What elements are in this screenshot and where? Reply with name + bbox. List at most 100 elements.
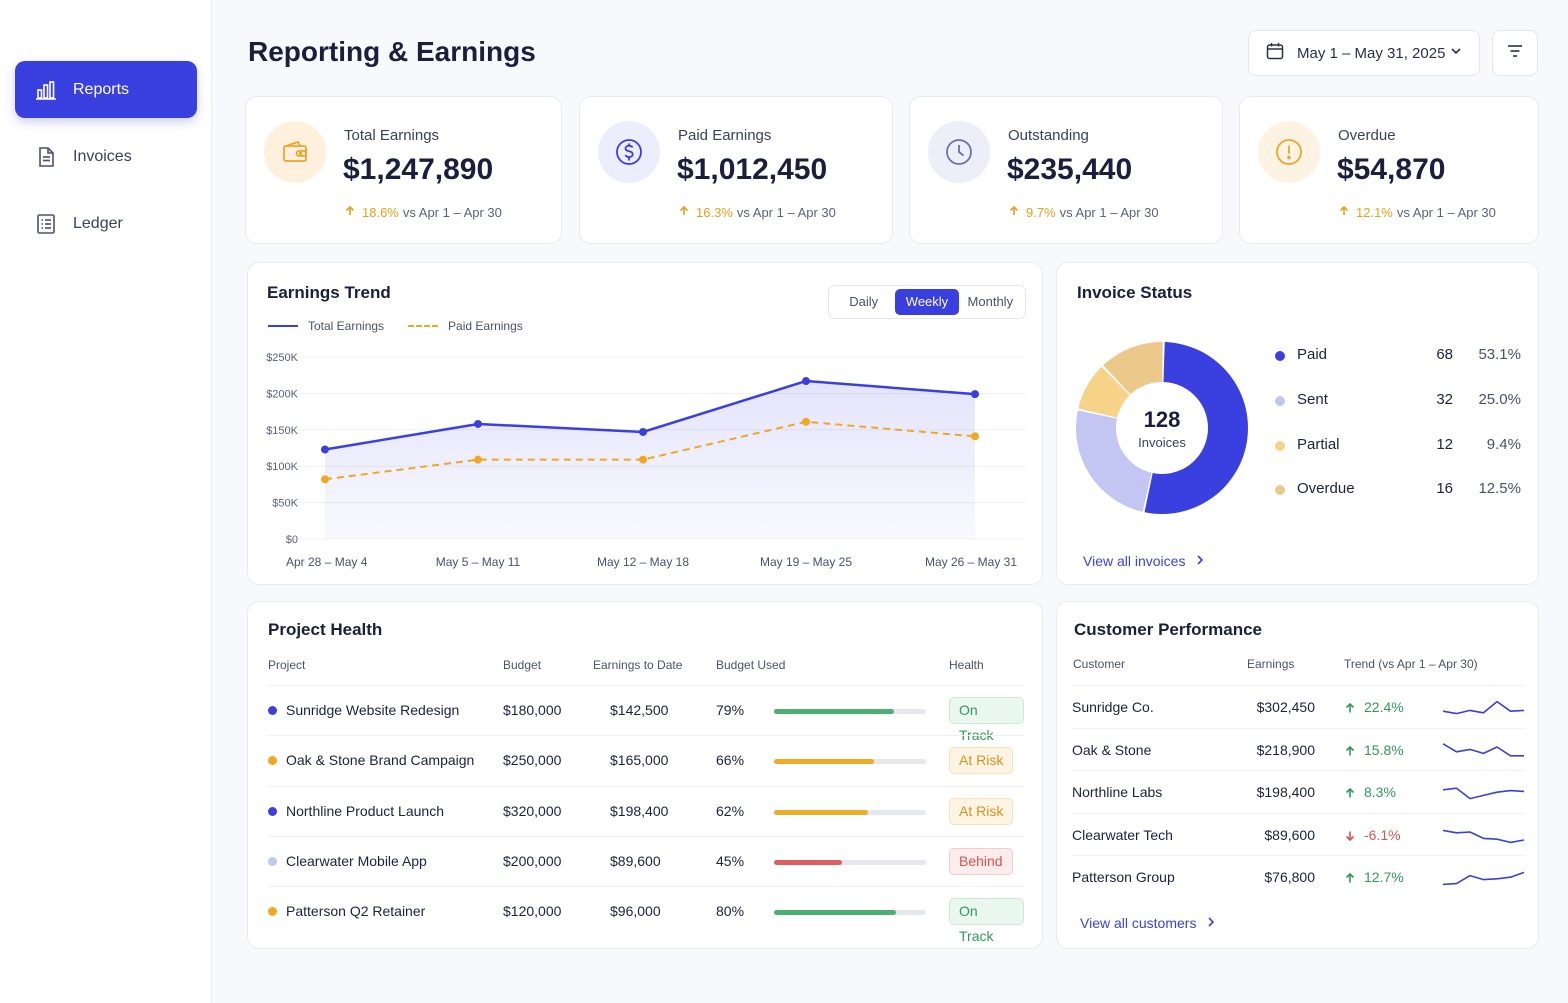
legend-swatch-paid bbox=[408, 325, 439, 327]
kpi-card-paid-earnings: Paid Earnings $1,012,450 16.3% vs Apr 1 … bbox=[579, 96, 893, 244]
sidebar: Reports Invoices Ledger bbox=[0, 0, 212, 1003]
customer-trend: -6.1% bbox=[1364, 826, 1401, 843]
data-point-paid-earnings bbox=[971, 432, 979, 441]
table-row[interactable]: Oak & Stone Brand Campaign $250,000 $165,0… bbox=[268, 735, 1024, 785]
table-row[interactable]: Northline Product Launch $320,000 $198,400… bbox=[268, 785, 1024, 836]
kpi-value: $235,440 bbox=[1007, 153, 1133, 186]
project-budget: $120,000 bbox=[503, 903, 562, 920]
dollar-icon bbox=[598, 121, 660, 183]
budget-progress-fill bbox=[774, 910, 896, 916]
col-health: Health bbox=[949, 658, 984, 672]
status-row-sent: Sent 32 25.0% bbox=[1275, 391, 1521, 411]
customer-name: Patterson Group bbox=[1072, 869, 1175, 885]
health-badge: At Risk bbox=[949, 747, 1014, 775]
customer-sparkline bbox=[1442, 871, 1525, 886]
kpi-value: $1,012,450 bbox=[677, 153, 828, 186]
status-percent: 9.4% bbox=[1486, 436, 1521, 453]
filter-button[interactable] bbox=[1492, 30, 1538, 76]
customer-trend: 15.8% bbox=[1364, 741, 1404, 758]
table-row[interactable]: Clearwater Mobile App $200,000 $89,600 45% B… bbox=[268, 835, 1024, 886]
kpi-change-value: 12.1% bbox=[1356, 205, 1393, 220]
calendar-icon bbox=[1265, 41, 1285, 65]
status-count: 12 bbox=[1436, 436, 1453, 453]
project-dot bbox=[268, 907, 277, 917]
project-earned: $142,500 bbox=[610, 702, 669, 718]
project-used: 79% bbox=[716, 702, 745, 718]
table-row[interactable]: Oak & Stone $218,900 15.8% bbox=[1072, 727, 1524, 771]
legend-label-paid: Paid Earnings bbox=[448, 319, 523, 333]
status-name: Paid bbox=[1297, 346, 1328, 363]
status-count: 32 bbox=[1436, 391, 1453, 408]
sidebar-item-ledger[interactable]: Ledger bbox=[15, 195, 197, 252]
kpi-card-overdue: Overdue $54,870 12.1% vs Apr 1 – Apr 30 bbox=[1239, 96, 1539, 244]
kpi-card-total-earnings: Total Earnings $1,247,890 18.6% vs Apr 1… bbox=[245, 96, 562, 244]
status-percent: 25.0% bbox=[1478, 391, 1521, 408]
sidebar-item-label: Invoices bbox=[73, 147, 132, 165]
y-tick-label: $50K bbox=[272, 498, 298, 510]
sparkline-path bbox=[1442, 787, 1525, 800]
table-row[interactable]: Sunridge Co. $302,450 22.4% bbox=[1072, 685, 1525, 728]
chevron-down-icon bbox=[1449, 44, 1463, 62]
data-point-paid-earnings bbox=[321, 475, 329, 484]
wallet-icon bbox=[264, 121, 326, 183]
sidebar-item-reports[interactable]: Reports bbox=[15, 61, 197, 118]
view-all-invoices-link[interactable]: View all invoices bbox=[1083, 553, 1205, 569]
donut-center: 128 Invoices bbox=[1120, 407, 1204, 450]
y-tick-label: $100K bbox=[266, 461, 298, 473]
document-icon bbox=[35, 146, 57, 168]
kpi-compare-label: vs Apr 1 – Apr 30 bbox=[1396, 205, 1496, 220]
data-point-total-earnings bbox=[639, 427, 647, 436]
toggle-weekly[interactable]: Weekly bbox=[895, 289, 959, 315]
customer-performance-card: Customer Performance Customer Earnings T… bbox=[1056, 601, 1539, 949]
kpi-label: Paid Earnings bbox=[678, 127, 772, 144]
toggle-daily[interactable]: Daily bbox=[849, 294, 879, 309]
kpi-change-value: 16.3% bbox=[696, 205, 733, 220]
customer-name: Oak & Stone bbox=[1072, 741, 1152, 758]
clock-icon bbox=[928, 121, 990, 183]
donut-total: 128 bbox=[1143, 407, 1181, 432]
health-badge: On Track bbox=[949, 697, 1024, 743]
project-budget: $250,000 bbox=[503, 752, 562, 769]
chevron-right-icon bbox=[1206, 915, 1216, 931]
project-used: 45% bbox=[716, 852, 745, 869]
budget-progress-bar bbox=[774, 910, 926, 916]
table-row[interactable]: Patterson Q2 Retainer $120,000 $96,000 80% O… bbox=[268, 886, 1024, 944]
sidebar-item-invoices[interactable]: Invoices bbox=[15, 128, 197, 185]
col-budget-used: Budget Used bbox=[716, 658, 786, 672]
project-health-card: Project Health Project Budget Earnings t… bbox=[247, 601, 1043, 949]
project-health-title: Project Health bbox=[268, 620, 383, 639]
x-tick-label: Apr 28 – May 4 bbox=[286, 555, 368, 569]
date-range-picker[interactable]: May 1 – May 31, 2025 bbox=[1248, 30, 1480, 76]
legend-swatch-total bbox=[268, 325, 298, 327]
status-row-paid: Paid 68 53.1% bbox=[1275, 346, 1521, 366]
legend-label-total: Total Earnings bbox=[308, 319, 385, 333]
arrow-up-icon bbox=[1338, 205, 1350, 220]
arrow-up-icon bbox=[1344, 871, 1356, 889]
view-all-customers-link[interactable]: View all customers bbox=[1080, 915, 1216, 931]
customer-sparkline bbox=[1442, 787, 1525, 800]
project-budget: $200,000 bbox=[503, 852, 562, 869]
table-row[interactable]: Patterson Group $76,800 12.7% bbox=[1072, 855, 1525, 898]
invoice-status-donut bbox=[1076, 341, 1248, 514]
project-name: Sunridge Website Redesign bbox=[286, 702, 460, 718]
budget-progress-bar bbox=[774, 809, 926, 815]
project-used: 62% bbox=[716, 802, 745, 819]
arrow-up-icon bbox=[344, 205, 356, 220]
y-tick-label: $150K bbox=[266, 425, 298, 437]
kpi-label: Overdue bbox=[1338, 127, 1396, 144]
kpi-label: Total Earnings bbox=[344, 127, 440, 144]
table-row[interactable]: Clearwater Tech $89,600 -6.1% bbox=[1072, 812, 1525, 856]
project-earned: $165,000 bbox=[610, 752, 669, 769]
toggle-monthly[interactable]: Monthly bbox=[967, 294, 1014, 309]
health-badge: On Track bbox=[949, 898, 1024, 944]
col-customer: Customer bbox=[1073, 657, 1126, 671]
y-tick-label: $250K bbox=[266, 352, 298, 364]
project-name: Oak & Stone Brand Campaign bbox=[286, 752, 475, 769]
budget-progress-bar bbox=[774, 759, 926, 765]
x-tick-label: May 5 – May 11 bbox=[436, 555, 521, 569]
status-percent: 12.5% bbox=[1478, 480, 1521, 497]
list-icon bbox=[35, 213, 57, 235]
table-row[interactable]: Sunridge Website Redesign $180,000 $142,50… bbox=[268, 685, 1024, 743]
table-row[interactable]: Northline Labs $198,400 8.3% bbox=[1072, 770, 1525, 813]
sparkline-path bbox=[1442, 700, 1525, 715]
